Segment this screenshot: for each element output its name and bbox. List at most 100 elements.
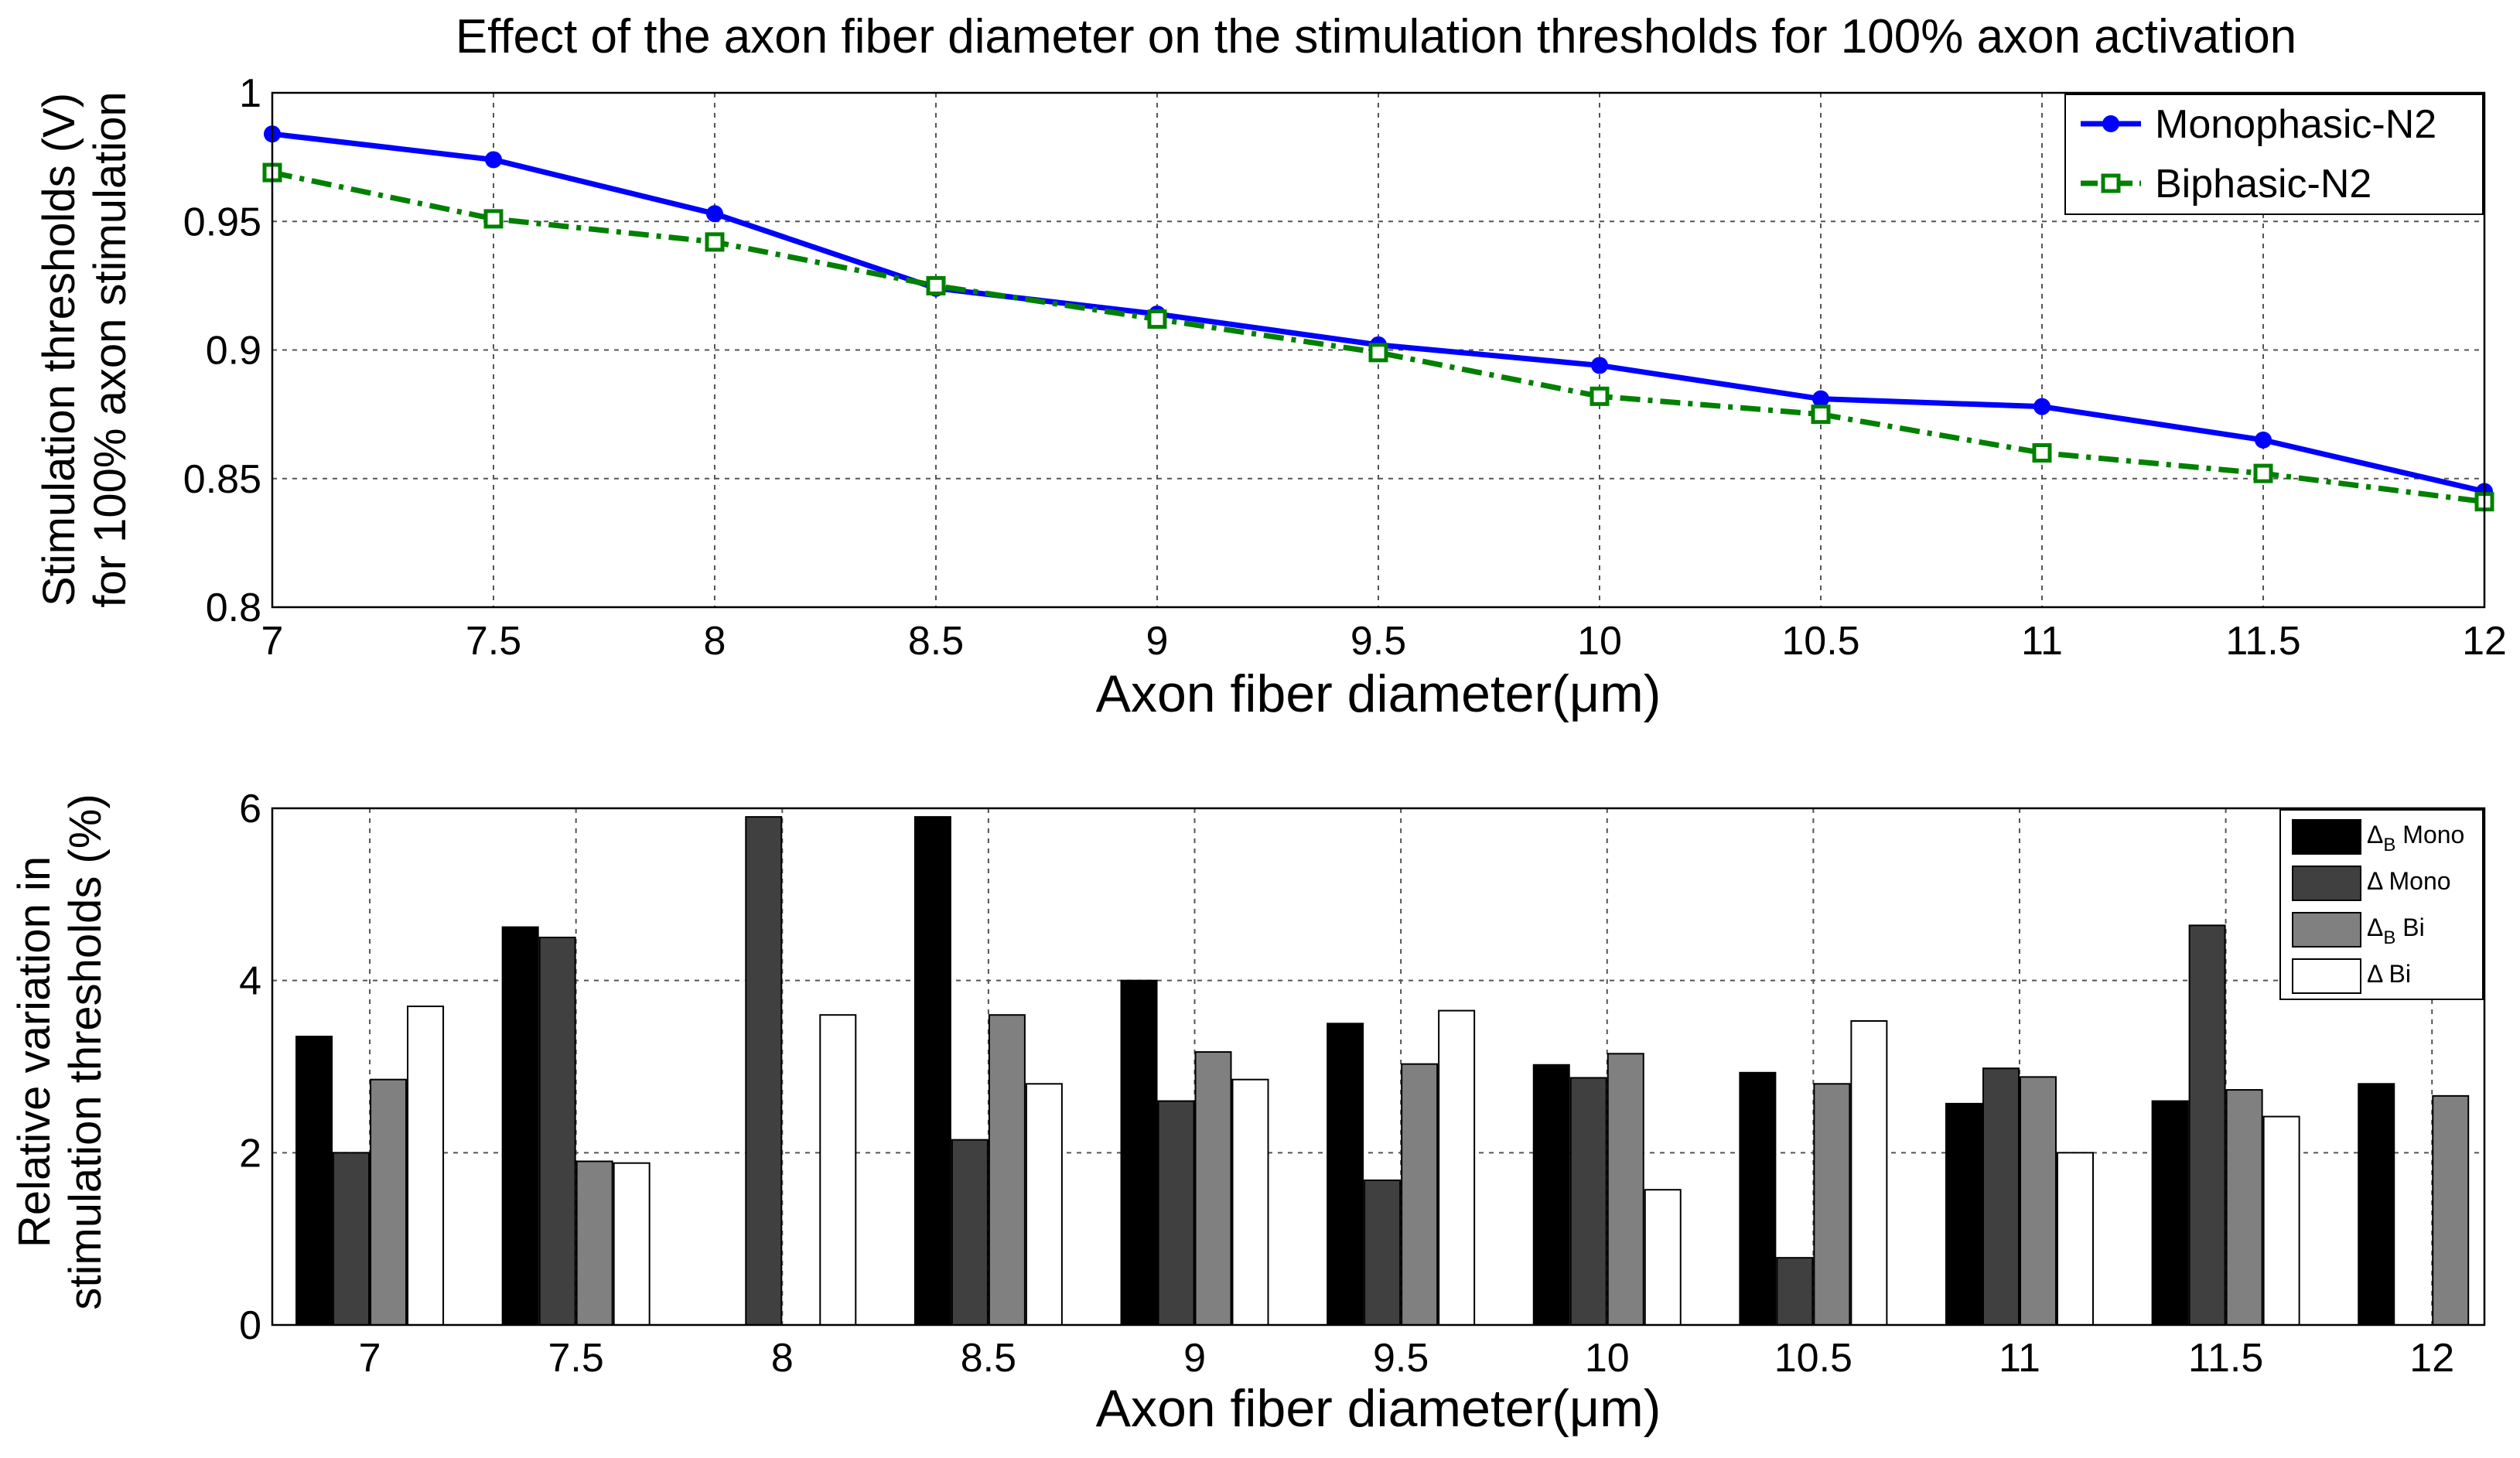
legend-item-biphasic: Biphasic-N2 <box>2081 162 2371 207</box>
bar <box>2432 1094 2470 1327</box>
bar <box>538 937 576 1326</box>
bar <box>1025 1083 1063 1327</box>
bottom-y-tick-label: 0 <box>239 1303 261 1348</box>
bottom-legend-items: ΔB Mono Δ Mono ΔB Bi Δ Bi <box>2292 819 2464 994</box>
bottom-plot-frame <box>271 807 2486 1327</box>
bottom-legend-swatch <box>2292 819 2361 855</box>
bottom-grid <box>272 808 2484 1325</box>
bar <box>1644 1189 1682 1326</box>
bottom-x-tick-labels: 7 7.5 8 8.5 9 9.5 10 10.5 11 11.5 12 <box>359 1336 2455 1381</box>
top-x-tick-label: 11.5 <box>2225 619 2300 664</box>
bar <box>2019 1076 2057 1326</box>
top-x-tick-label: 8.5 <box>908 619 964 664</box>
bottom-legend-label: Δ Bi <box>2367 960 2411 988</box>
bottom-x-axis-label: Axon fiber diameter(μm) <box>1096 1379 1661 1438</box>
data-point-monophasic <box>485 151 502 169</box>
bar <box>1327 1023 1364 1327</box>
data-point-monophasic <box>2033 398 2050 415</box>
bottom-x-tick-label: 8.5 <box>961 1336 1016 1381</box>
bar <box>1438 1009 1476 1326</box>
bottom-y-tick-label: 6 <box>239 787 261 831</box>
chart-title: Effect of the axon fiber diameter on the… <box>456 10 2296 63</box>
data-point-monophasic <box>706 205 723 223</box>
top-y-tick-label: 0.85 <box>183 457 261 502</box>
top-x-tick-labels: 7 7.5 8 8.5 9 9.5 10 10.5 11 11.5 12 <box>261 619 2507 664</box>
top-x-tick-label: 7 <box>261 619 284 664</box>
bar <box>988 1014 1026 1326</box>
bottom-legend-label: ΔB Mono <box>2367 821 2464 855</box>
bottom-y-axis-label-line1: Relative variation in <box>9 856 60 1248</box>
data-point-biphasic <box>483 209 504 229</box>
bar <box>1739 1071 1777 1326</box>
bar <box>501 926 539 1326</box>
data-point-monophasic <box>1812 390 1829 408</box>
bottom-plot: 7 7.5 8 8.5 9 9.5 10 10.5 11 11.5 12 0 2 4 6 Axon fib… <box>9 787 2486 1438</box>
legend-marker-monophasic <box>2102 115 2119 132</box>
data-point-monophasic <box>1591 357 1608 374</box>
bottom-x-tick-label: 10 <box>1585 1336 1630 1381</box>
top-y-tick-label: 0.9 <box>206 329 261 374</box>
top-legend-box <box>2064 94 2484 215</box>
top-legend: Monophasic-N2 Biphasic-N2 <box>2064 94 2484 215</box>
bottom-y-axis-label-line2: stimulation thresholds (%) <box>60 794 111 1309</box>
bottom-x-tick-label: 10.5 <box>1774 1336 1852 1381</box>
top-x-tick-label: 8 <box>704 619 726 664</box>
data-point-biphasic <box>2032 443 2052 463</box>
bottom-legend-swatch <box>2292 912 2361 948</box>
bar <box>407 1006 445 1326</box>
legend-label-monophasic: Monophasic-N2 <box>2155 102 2436 147</box>
bottom-x-tick-label: 11.5 <box>2188 1336 2263 1381</box>
top-series-markers <box>262 125 2494 512</box>
data-point-biphasic <box>1368 343 1388 363</box>
bottom-legend-swatch <box>2292 866 2361 901</box>
bottom-legend-item: Δ Bi <box>2292 958 2411 994</box>
legend-label-biphasic: Biphasic-N2 <box>2155 162 2371 207</box>
top-y-tick-label: 1 <box>239 71 261 116</box>
data-point-biphasic <box>1147 309 1167 330</box>
data-point-biphasic <box>705 232 725 252</box>
data-point-biphasic <box>1590 386 1610 406</box>
bar <box>2188 924 2226 1326</box>
top-x-tick-label: 10 <box>1577 619 1622 664</box>
data-point-biphasic <box>2253 463 2273 483</box>
bar <box>1813 1083 1851 1327</box>
bar <box>1401 1063 1439 1327</box>
top-x-tick-label: 9 <box>1146 619 1169 664</box>
bar <box>1945 1102 1982 1326</box>
top-x-tick-label: 11 <box>2021 619 2063 664</box>
bottom-legend-label: ΔB Bi <box>2367 913 2425 948</box>
top-plot: 7 7.5 8 8.5 9 9.5 10 10.5 11 11.5 12 0.8 0.85 0.9 0.9… <box>34 71 2507 723</box>
bottom-y-tick-label: 4 <box>239 959 261 1004</box>
top-x-tick-label: 10.5 <box>1781 619 1859 664</box>
bar <box>370 1078 408 1326</box>
bar <box>2225 1089 2263 1327</box>
top-x-axis-label: Axon fiber diameter(μm) <box>1096 664 1661 723</box>
bottom-y-tick-label: 2 <box>239 1131 261 1176</box>
bottom-x-tick-label: 7 <box>359 1336 381 1381</box>
bar <box>1364 1179 1402 1326</box>
top-x-tick-label: 12 <box>2462 619 2507 664</box>
bar <box>1194 1051 1232 1327</box>
bottom-legend: ΔB Mono Δ Mono ΔB Bi Δ Bi <box>2279 809 2484 1000</box>
legend-marker-biphasic <box>2101 173 2121 193</box>
bar <box>1850 1019 1888 1326</box>
bar <box>2358 1083 2395 1327</box>
bottom-legend-item: ΔB Mono <box>2292 819 2464 855</box>
bottom-legend-item: ΔB Bi <box>2292 912 2425 948</box>
top-y-axis-label-line2: for 100% axon stimulation <box>85 91 135 607</box>
bottom-x-tick-label: 12 <box>2409 1336 2454 1381</box>
bar <box>2262 1115 2300 1327</box>
bottom-x-tick-label: 7.5 <box>548 1336 604 1381</box>
bottom-legend-label: Δ Mono <box>2367 867 2451 895</box>
bar <box>1120 979 1158 1326</box>
bar <box>1607 1053 1644 1327</box>
series-line-biphasic <box>271 169 2485 505</box>
bar <box>295 1036 333 1326</box>
top-x-tick-label: 9.5 <box>1350 619 1406 664</box>
bottom-x-tick-label: 9.5 <box>1373 1336 1429 1381</box>
data-point-biphasic <box>926 275 946 295</box>
bar <box>613 1162 650 1327</box>
bottom-x-tick-label: 11 <box>1999 1336 2040 1381</box>
top-x-tick-label: 7.5 <box>466 619 521 664</box>
bar <box>913 816 951 1326</box>
